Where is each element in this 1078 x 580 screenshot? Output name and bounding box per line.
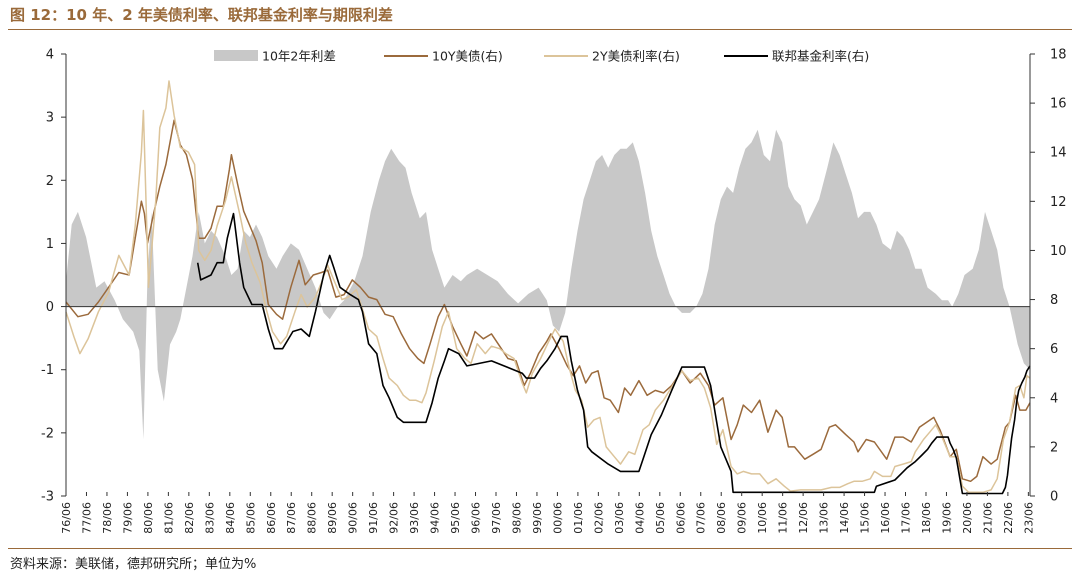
left-y-tick-label: 1 (46, 237, 54, 252)
x-tick-label: 07/06 (695, 502, 708, 534)
series-y10-line (65, 119, 1031, 483)
x-tick-label: 88/06 (306, 502, 319, 534)
x-tick-label: 12/06 (797, 502, 810, 534)
x-tick-label: 77/06 (80, 502, 93, 534)
x-tick-label: 85/06 (244, 502, 257, 534)
x-tick-label: 90/06 (347, 502, 360, 534)
right-y-tick-label: 16 (1050, 97, 1067, 112)
x-tick-label: 89/06 (326, 502, 339, 534)
x-tick-label: 93/06 (408, 502, 421, 534)
right-y-tick-label: 12 (1050, 195, 1067, 210)
left-y-tick-label: -1 (41, 363, 54, 378)
x-tick-label: 02/06 (592, 502, 605, 534)
x-tick-label: 19/06 (940, 502, 953, 534)
x-tick-label: 16/06 (879, 502, 892, 534)
legend: 10年2年利差 10Y美债(右) 2Y美债利率(右) 联邦基金利率(右) (214, 49, 869, 64)
figure-title: 图 12：10 年、2 年美债利率、联邦基金利率与期限利差 (10, 6, 393, 24)
left-y-tick-label: -3 (41, 490, 54, 505)
x-tick-label: 21/06 (981, 502, 994, 534)
x-tick-label: 01/06 (572, 502, 585, 534)
left-y-tick-label: 3 (46, 111, 54, 126)
source-note: 资料来源：美联储，德邦研究所；单位为% (10, 557, 257, 572)
left-y-tick-label: -2 (41, 426, 54, 441)
series-y2-line (65, 80, 1031, 494)
x-tick-label: 86/06 (265, 502, 278, 534)
right-y-tick-label: 8 (1050, 293, 1058, 308)
right-y-tick-label: 4 (1050, 391, 1058, 406)
x-tick-label: 81/06 (162, 502, 175, 534)
x-tick-label: 80/06 (142, 502, 155, 534)
right-y-tick-label: 0 (1050, 490, 1058, 505)
rate-lines-layer (65, 80, 1031, 495)
title-divider (8, 29, 1072, 30)
x-tick-label: 18/06 (920, 502, 933, 534)
x-tick-label: 98/06 (510, 502, 523, 534)
x-tick-label: 08/06 (715, 502, 728, 534)
x-tick-label: 17/06 (900, 502, 913, 534)
left-y-tick-label: 0 (46, 300, 54, 315)
left-y-tick-label: 4 (46, 48, 54, 63)
x-tick-label: 91/06 (367, 502, 380, 534)
x-tick-label: 06/06 (674, 502, 687, 534)
x-tick-label: 22/06 (1002, 502, 1015, 534)
x-tick-label: 00/06 (551, 502, 564, 534)
right-y-tick-label: 18 (1050, 48, 1067, 63)
left-y-tick-label: 2 (46, 174, 54, 189)
legend-swatch-spread (214, 50, 258, 61)
right-y-tick-label: 2 (1050, 440, 1058, 455)
x-tick-label: 15/06 (859, 502, 872, 534)
x-tick-label: 87/06 (285, 502, 298, 534)
x-tick-label: 10/06 (756, 502, 769, 534)
x-tick-label: 11/06 (777, 502, 790, 534)
x-tick-label: 05/06 (654, 502, 667, 534)
x-tick-label: 04/06 (633, 502, 646, 534)
x-tick-label: 83/06 (203, 502, 216, 534)
right-y-tick-label: 14 (1050, 146, 1067, 161)
x-tick-label: 76/06 (60, 502, 73, 534)
x-tick-label: 14/06 (838, 502, 851, 534)
x-tick-label: 95/06 (449, 502, 462, 534)
x-tick-label: 96/06 (470, 502, 483, 534)
spread-area-layer (66, 129, 1030, 440)
x-tick-label: 09/06 (736, 502, 749, 534)
right-y-tick-label: 10 (1050, 244, 1067, 259)
x-tick-label: 84/06 (224, 502, 237, 534)
x-tick-label: 99/06 (531, 502, 544, 534)
x-tick-label: 78/06 (101, 502, 114, 534)
legend-label-y2: 2Y美债利率(右) (592, 49, 680, 64)
x-tick-label: 13/06 (818, 502, 831, 534)
x-tick-label: 82/06 (183, 502, 196, 534)
series-ffr-line (196, 212, 1031, 495)
source-divider (8, 548, 1072, 549)
x-tick-label: 94/06 (429, 502, 442, 534)
x-tick-label: 23/06 (1022, 502, 1035, 534)
x-tick-label: 03/06 (613, 502, 626, 534)
x-tick-label: 97/06 (490, 502, 503, 534)
x-tick-label: 92/06 (388, 502, 401, 534)
right-y-tick-label: 6 (1050, 342, 1058, 357)
series-spread-area (66, 129, 1030, 440)
x-tick-label: 20/06 (961, 502, 974, 534)
legend-label-y10: 10Y美债(右) (432, 49, 503, 64)
legend-label-spread: 10年2年利差 (262, 49, 336, 64)
legend-label-ffr: 联邦基金利率(右) (772, 49, 869, 64)
x-tick-label: 79/06 (121, 502, 134, 534)
